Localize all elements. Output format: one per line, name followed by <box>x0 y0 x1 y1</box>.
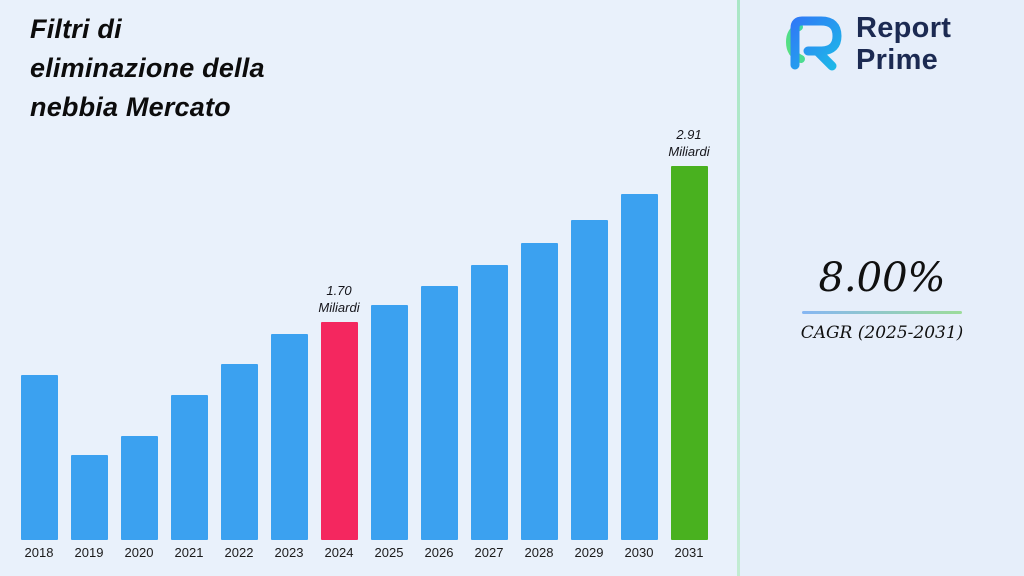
bar-2031 <box>670 166 708 540</box>
bar-slot-2019: 2019 <box>64 166 114 564</box>
report-prime-logo-icon <box>778 13 846 76</box>
bar-slot-2022: 2022 <box>214 166 264 564</box>
x-tick-label-2020: 2020 <box>124 544 154 560</box>
cagr-label: CAGR (2025-2031) <box>800 323 964 343</box>
data-label-2031: 2.91 Miliardi <box>668 127 710 159</box>
bar-slot-2025: 2025 <box>364 166 414 564</box>
data-label-2024: 1.70 Miliardi <box>318 283 360 315</box>
page-title: Filtri di eliminazione della nebbia Merc… <box>30 10 265 127</box>
bar-2028 <box>520 243 558 540</box>
page-title-line-3: nebbia Mercato <box>30 92 231 122</box>
bar-2018 <box>20 375 58 540</box>
bar-slot-2029: 2029 <box>564 166 614 564</box>
brand-block: Report Prime <box>778 12 951 76</box>
x-tick-label-2023: 2023 <box>274 544 304 560</box>
bar-slot-2031: 2031 2.91 Miliardi <box>664 127 714 564</box>
x-tick-label-2028: 2028 <box>524 544 554 560</box>
bar-2022 <box>220 364 258 540</box>
x-tick-label-2026: 2026 <box>424 544 454 560</box>
bar-2026 <box>420 286 458 540</box>
bar-slot-2018: 2018 <box>14 166 64 564</box>
right-panel <box>740 0 1024 576</box>
bar-2025 <box>370 305 408 540</box>
page-title-line-2: eliminazione della <box>30 53 265 83</box>
bar-slot-2027: 2027 <box>464 166 514 564</box>
bar-2020 <box>120 436 158 540</box>
bar-slot-2030: 2030 <box>614 166 664 564</box>
brand-name: Report Prime <box>856 12 951 76</box>
bar-slot-2026: 2026 <box>414 166 464 564</box>
bar-2023 <box>270 334 308 540</box>
bar-slot-2020: 2020 <box>114 166 164 564</box>
bar-2024 <box>320 322 358 540</box>
x-tick-label-2030: 2030 <box>624 544 654 560</box>
page-title-line-1: Filtri di <box>30 14 122 44</box>
x-tick-label-2031: 2031 <box>674 544 704 560</box>
x-tick-label-2024: 2024 <box>324 544 354 560</box>
vertical-divider <box>737 0 740 576</box>
bar-2027 <box>470 265 508 540</box>
x-tick-label-2029: 2029 <box>574 544 604 560</box>
cagr-block: 8.00% CAGR (2025-2031) <box>740 255 1024 343</box>
bar-2030 <box>620 194 658 540</box>
bar-2019 <box>70 455 108 540</box>
bar-slot-2023: 2023 <box>264 166 314 564</box>
bar-slot-2024: 2024 1.70 Miliardi <box>314 166 364 564</box>
x-tick-label-2025: 2025 <box>374 544 404 560</box>
x-tick-label-2019: 2019 <box>74 544 104 560</box>
bar-2021 <box>170 395 208 540</box>
bar-slot-2021: 2021 <box>164 166 214 564</box>
x-tick-label-2021: 2021 <box>174 544 204 560</box>
x-tick-label-2027: 2027 <box>474 544 504 560</box>
cagr-underline <box>802 311 962 314</box>
cagr-value: 8.00% <box>818 255 946 301</box>
bar-2029 <box>570 220 608 540</box>
x-tick-label-2022: 2022 <box>224 544 254 560</box>
bar-slot-2028: 2028 <box>514 166 564 564</box>
brand-name-line-2: Prime <box>856 44 939 76</box>
bar-chart: 2018 2019 2020 2021 2022 2023 2024 1.70 Miliardi… <box>14 127 714 564</box>
brand-name-line-1: Report <box>856 12 952 44</box>
x-tick-label-2018: 2018 <box>24 544 54 560</box>
